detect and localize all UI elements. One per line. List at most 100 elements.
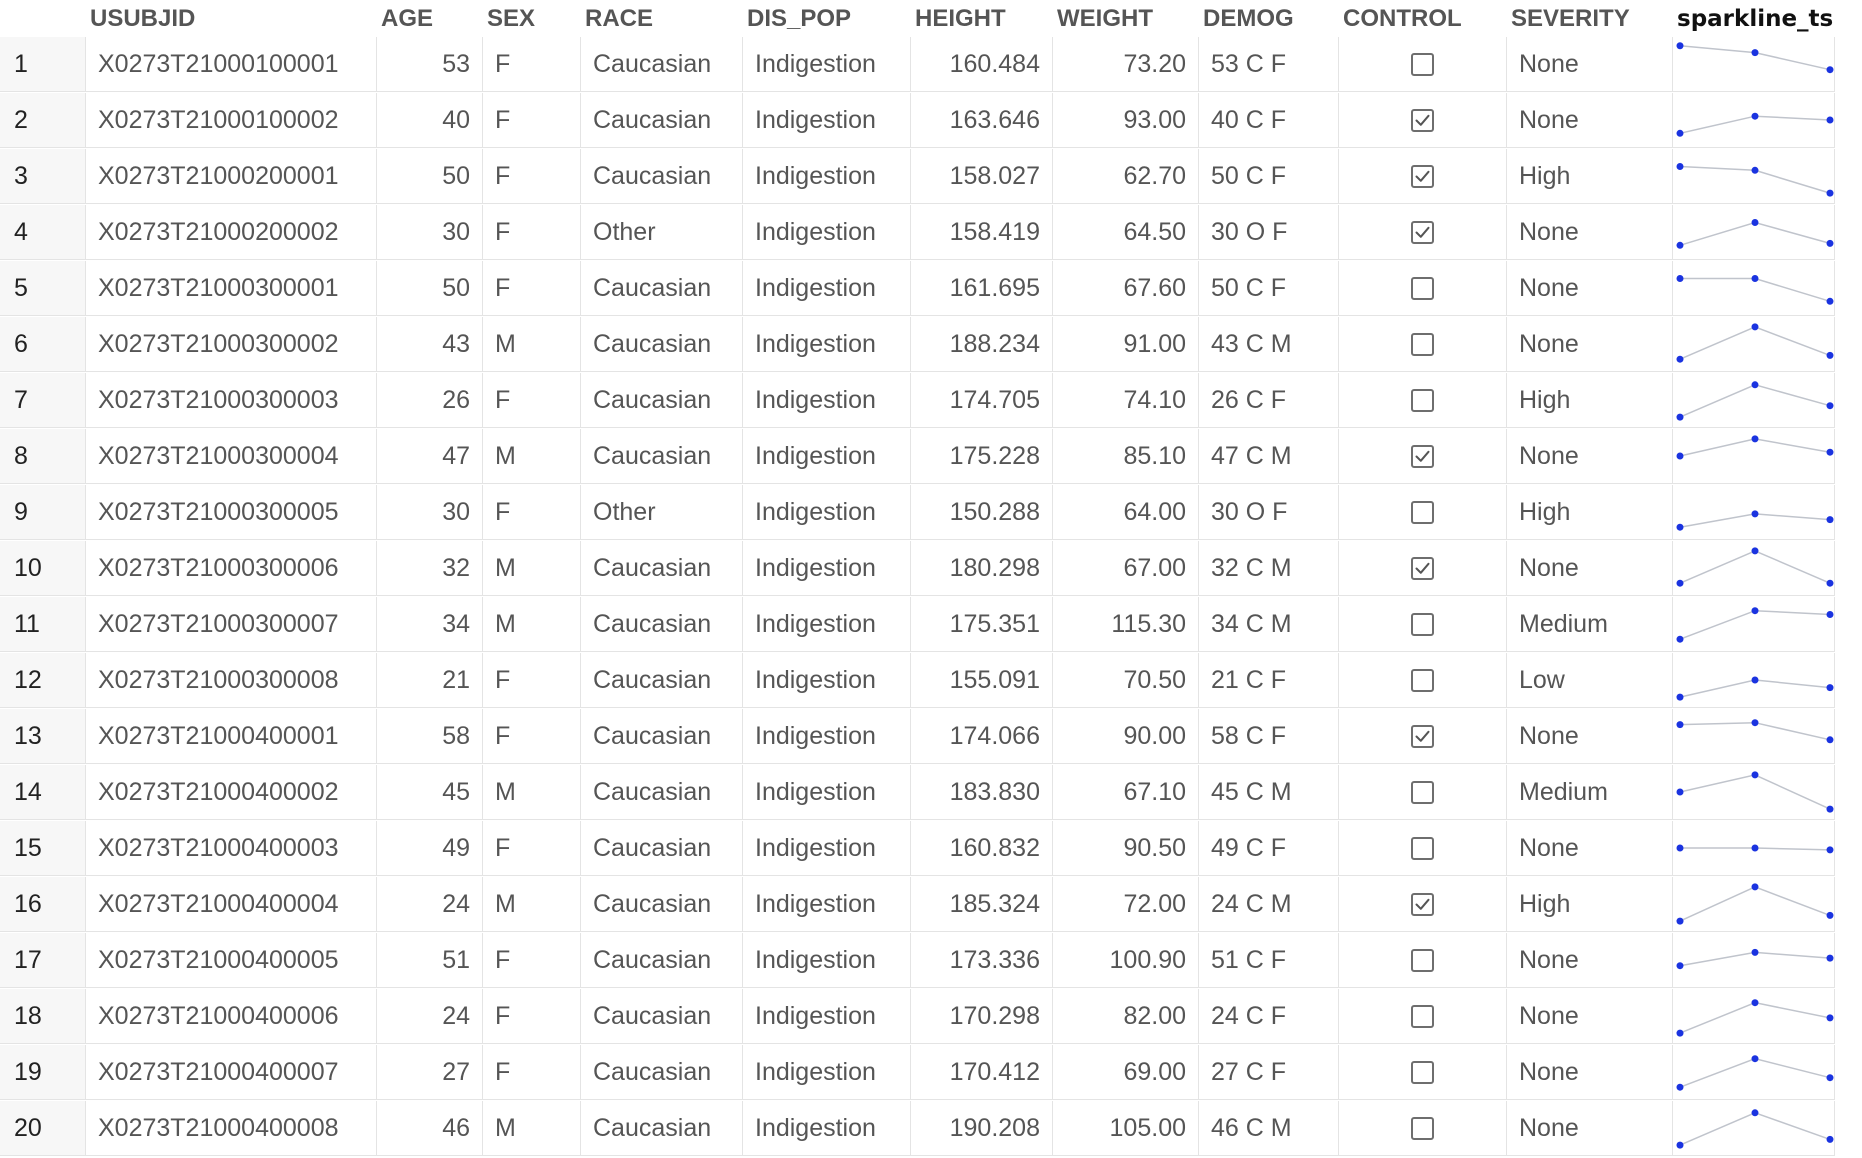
column-header-usubjid[interactable]: USUBJID	[90, 4, 196, 32]
dis-pop-cell[interactable]: Indigestion	[743, 317, 911, 372]
severity-cell[interactable]: None	[1507, 1101, 1673, 1156]
usubjid-cell[interactable]: X0273T21000300005	[86, 485, 377, 540]
checked-checkbox[interactable]	[1411, 220, 1434, 244]
usubjid-cell[interactable]: X0273T21000400006	[86, 989, 377, 1044]
usubjid-cell[interactable]: X0273T21000300001	[86, 261, 377, 316]
control-cell[interactable]	[1339, 37, 1507, 92]
weight-cell[interactable]: 72.00	[1053, 877, 1199, 932]
column-header-height[interactable]: HEIGHT	[915, 4, 1006, 32]
weight-cell[interactable]: 91.00	[1053, 317, 1199, 372]
dis-pop-cell[interactable]: Indigestion	[743, 541, 911, 596]
control-cell[interactable]	[1339, 989, 1507, 1044]
sparkline-cell[interactable]	[1673, 1045, 1835, 1100]
race-cell[interactable]: Caucasian	[581, 1045, 743, 1100]
height-cell[interactable]: 161.695	[911, 261, 1053, 316]
usubjid-cell[interactable]: X0273T21000400005	[86, 933, 377, 988]
severity-cell[interactable]: Medium	[1507, 597, 1673, 652]
control-cell[interactable]	[1339, 149, 1507, 204]
height-cell[interactable]: 183.830	[911, 765, 1053, 820]
unchecked-checkbox[interactable]	[1411, 780, 1434, 804]
control-cell[interactable]	[1339, 709, 1507, 764]
race-cell[interactable]: Caucasian	[581, 1101, 743, 1156]
race-cell[interactable]: Other	[581, 205, 743, 260]
race-cell[interactable]: Caucasian	[581, 261, 743, 316]
sparkline-cell[interactable]	[1673, 261, 1835, 316]
race-cell[interactable]: Caucasian	[581, 877, 743, 932]
dis-pop-cell[interactable]: Indigestion	[743, 1101, 911, 1156]
control-cell[interactable]	[1339, 1101, 1507, 1156]
table-row[interactable]: 12 X0273T21000300008 21 F Caucasian Indigesti…	[0, 653, 1862, 709]
column-header-dis-pop[interactable]: DIS_POP	[747, 4, 852, 32]
column-header-severity[interactable]: SEVERITY	[1511, 4, 1630, 32]
dis-pop-cell[interactable]: Indigestion	[743, 597, 911, 652]
demog-cell[interactable]: 27 C F	[1199, 1045, 1339, 1100]
usubjid-cell[interactable]: X0273T21000100002	[86, 93, 377, 148]
column-header-age[interactable]: AGE	[381, 4, 434, 32]
severity-cell[interactable]: None	[1507, 317, 1673, 372]
dis-pop-cell[interactable]: Indigestion	[743, 485, 911, 540]
control-cell[interactable]	[1339, 93, 1507, 148]
race-cell[interactable]: Caucasian	[581, 37, 743, 92]
sex-cell[interactable]: M	[483, 597, 581, 652]
sex-cell[interactable]: M	[483, 541, 581, 596]
age-cell[interactable]: 24	[377, 877, 483, 932]
sex-cell[interactable]: M	[483, 765, 581, 820]
sparkline-cell[interactable]	[1673, 933, 1835, 988]
dis-pop-cell[interactable]: Indigestion	[743, 93, 911, 148]
column-header-sex[interactable]: SEX	[487, 4, 536, 32]
weight-cell[interactable]: 67.00	[1053, 541, 1199, 596]
sex-cell[interactable]: F	[483, 261, 581, 316]
severity-cell[interactable]: High	[1507, 485, 1673, 540]
usubjid-cell[interactable]: X0273T21000300003	[86, 373, 377, 428]
weight-cell[interactable]: 105.00	[1053, 1101, 1199, 1156]
age-cell[interactable]: 30	[377, 485, 483, 540]
table-row[interactable]: 13 X0273T21000400001 58 F Caucasian Indigesti…	[0, 709, 1862, 765]
height-cell[interactable]: 158.419	[911, 205, 1053, 260]
demog-cell[interactable]: 43 C M	[1199, 317, 1339, 372]
usubjid-cell[interactable]: X0273T21000400007	[86, 1045, 377, 1100]
control-cell[interactable]	[1339, 429, 1507, 484]
weight-cell[interactable]: 62.70	[1053, 149, 1199, 204]
checked-checkbox[interactable]	[1411, 724, 1434, 748]
control-cell[interactable]	[1339, 877, 1507, 932]
usubjid-cell[interactable]: X0273T21000200001	[86, 149, 377, 204]
age-cell[interactable]: 26	[377, 373, 483, 428]
control-cell[interactable]	[1339, 373, 1507, 428]
race-cell[interactable]: Caucasian	[581, 597, 743, 652]
demog-cell[interactable]: 58 C F	[1199, 709, 1339, 764]
weight-cell[interactable]: 74.10	[1053, 373, 1199, 428]
sparkline-cell[interactable]	[1673, 37, 1835, 92]
dis-pop-cell[interactable]: Indigestion	[743, 933, 911, 988]
height-cell[interactable]: 175.228	[911, 429, 1053, 484]
control-cell[interactable]	[1339, 317, 1507, 372]
sex-cell[interactable]: F	[483, 933, 581, 988]
table-row[interactable]: 20 X0273T21000400008 46 M Caucasian Indigesti…	[0, 1101, 1862, 1157]
demog-cell[interactable]: 50 C F	[1199, 149, 1339, 204]
control-cell[interactable]	[1339, 821, 1507, 876]
control-cell[interactable]	[1339, 205, 1507, 260]
table-row[interactable]: 7 X0273T21000300003 26 F Caucasian Indigestio…	[0, 373, 1862, 429]
unchecked-checkbox[interactable]	[1411, 1004, 1434, 1028]
weight-cell[interactable]: 85.10	[1053, 429, 1199, 484]
race-cell[interactable]: Caucasian	[581, 317, 743, 372]
age-cell[interactable]: 45	[377, 765, 483, 820]
demog-cell[interactable]: 51 C F	[1199, 933, 1339, 988]
height-cell[interactable]: 174.705	[911, 373, 1053, 428]
dis-pop-cell[interactable]: Indigestion	[743, 765, 911, 820]
severity-cell[interactable]: None	[1507, 709, 1673, 764]
unchecked-checkbox[interactable]	[1411, 1116, 1434, 1140]
demog-cell[interactable]: 30 O F	[1199, 485, 1339, 540]
race-cell[interactable]: Caucasian	[581, 149, 743, 204]
dis-pop-cell[interactable]: Indigestion	[743, 989, 911, 1044]
demog-cell[interactable]: 32 C M	[1199, 541, 1339, 596]
checked-checkbox[interactable]	[1411, 556, 1434, 580]
sparkline-cell[interactable]	[1673, 373, 1835, 428]
sparkline-cell[interactable]	[1673, 93, 1835, 148]
table-row[interactable]: 17 X0273T21000400005 51 F Caucasian Indigesti…	[0, 933, 1862, 989]
height-cell[interactable]: 150.288	[911, 485, 1053, 540]
table-row[interactable]: 18 X0273T21000400006 24 F Caucasian Indigesti…	[0, 989, 1862, 1045]
control-cell[interactable]	[1339, 541, 1507, 596]
race-cell[interactable]: Caucasian	[581, 821, 743, 876]
weight-cell[interactable]: 100.90	[1053, 933, 1199, 988]
sex-cell[interactable]: M	[483, 877, 581, 932]
